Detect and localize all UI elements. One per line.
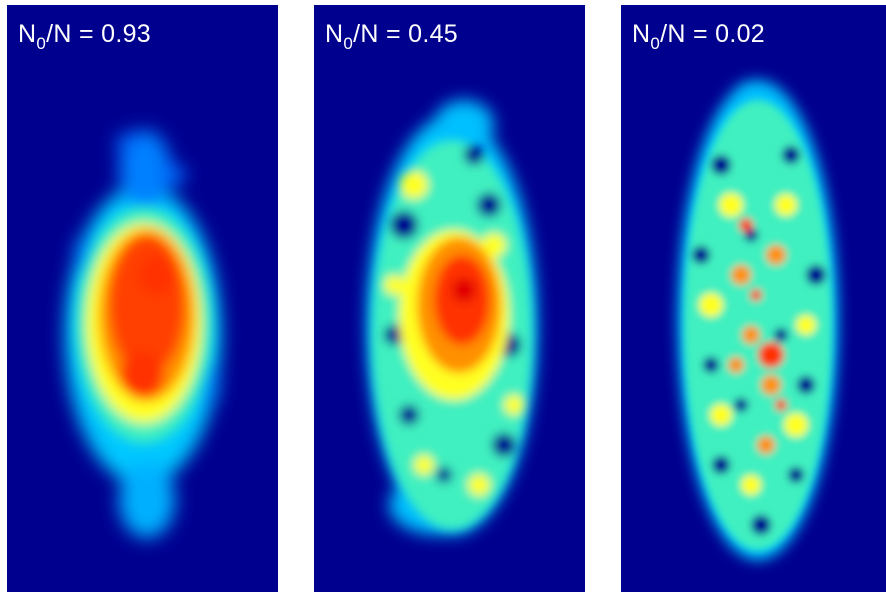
density-panel-2: N0/N = 0.02: [621, 5, 886, 592]
density-panel-0: N0/N = 0.93: [7, 5, 278, 592]
density-plot-0: [65, 130, 221, 538]
density-plot-1: [367, 100, 537, 535]
ratio-label-2: N0/N = 0.02: [632, 20, 765, 53]
density-panel-1: N0/N = 0.45: [314, 5, 585, 592]
ratio-label-1: N0/N = 0.45: [325, 20, 458, 53]
density-plot-2: [678, 80, 838, 560]
ratio-label-0: N0/N = 0.93: [18, 20, 151, 53]
